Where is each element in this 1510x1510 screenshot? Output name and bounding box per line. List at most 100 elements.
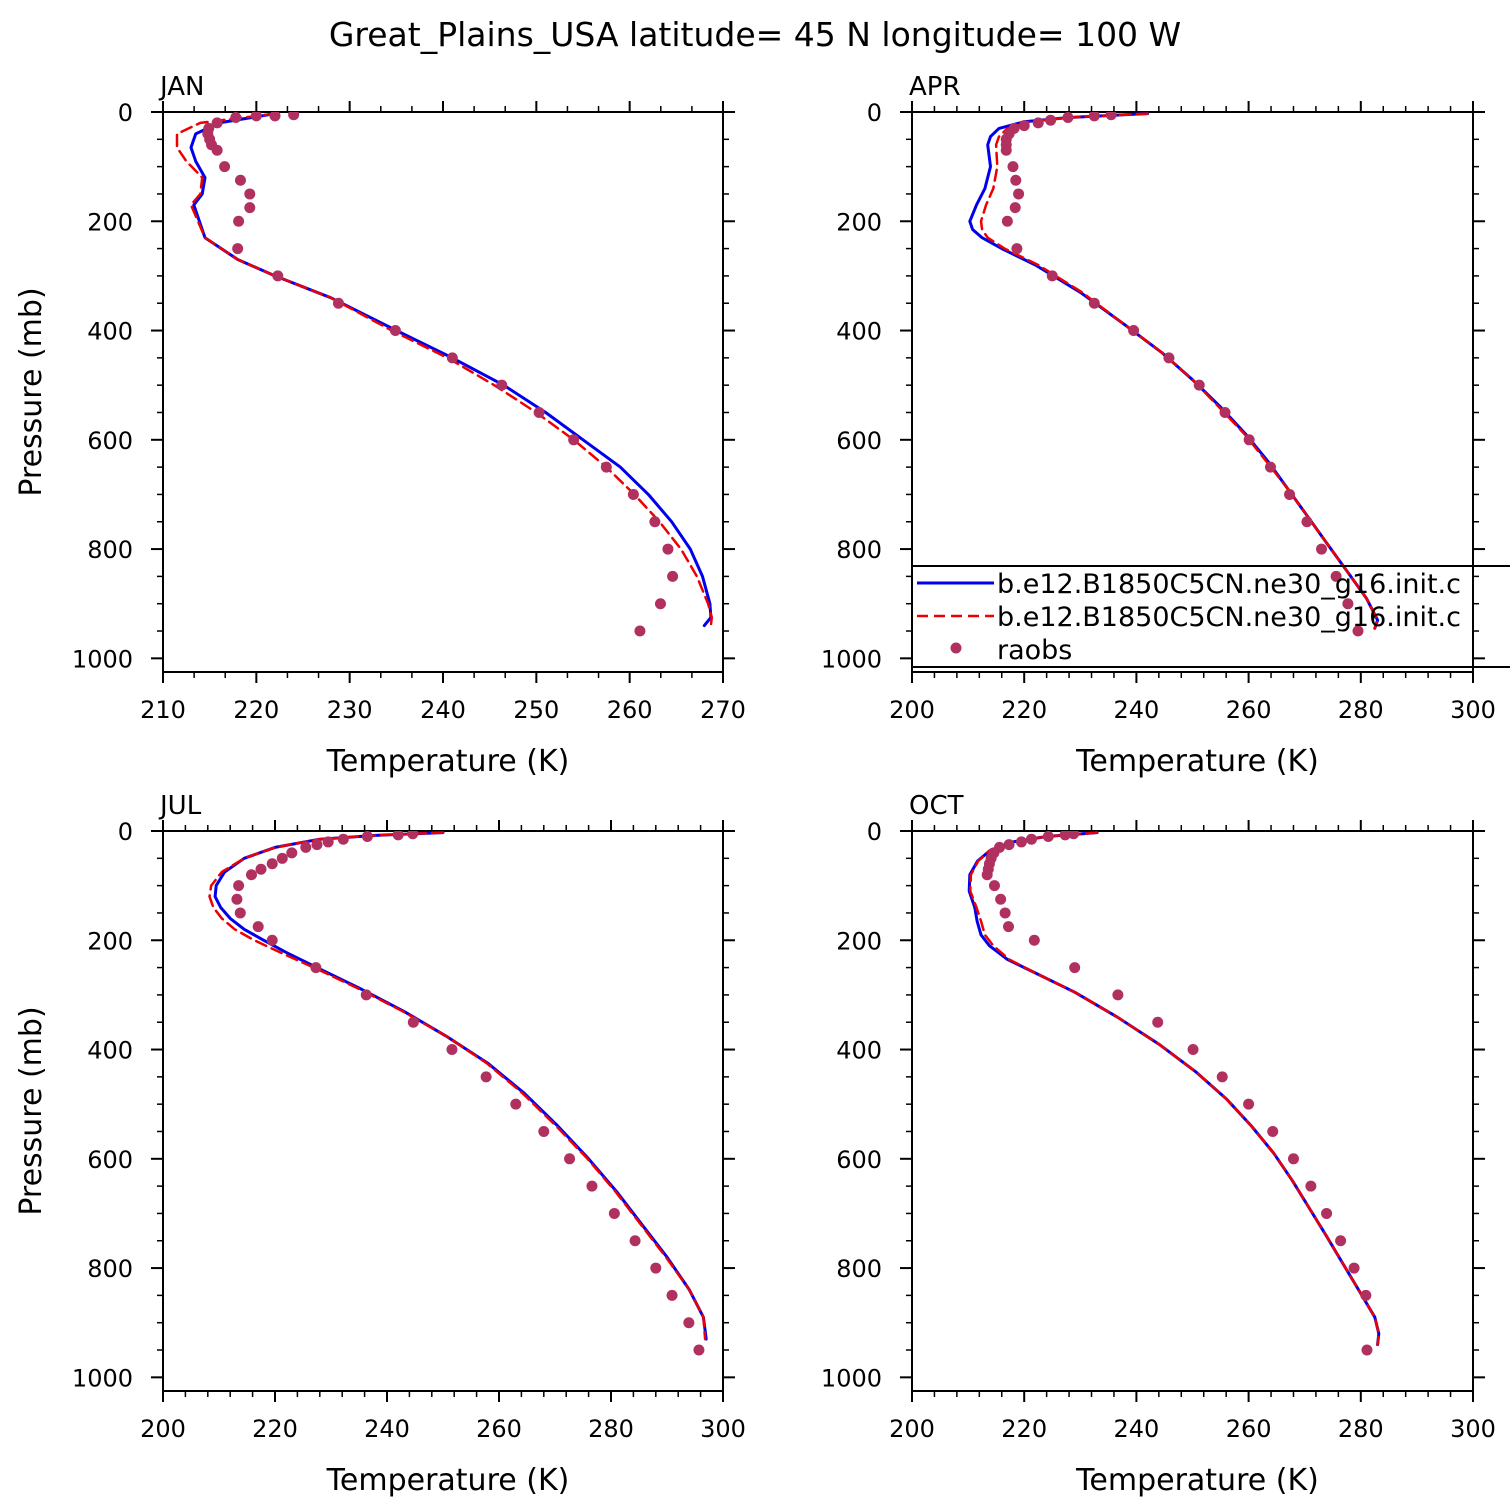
y-tick-label: 400 — [87, 1037, 133, 1065]
legend: b.e12.B1850C5CN.ne30_g16.init.cb.e12.B18… — [911, 565, 1510, 668]
x-tick-label: 200 — [889, 1415, 935, 1443]
raobs-point — [568, 434, 580, 446]
y-tick-label: 0 — [867, 818, 882, 846]
x-tick-label: 220 — [252, 1415, 298, 1443]
x-tick-label: 240 — [1113, 696, 1159, 724]
x-tick-label: 260 — [607, 696, 653, 724]
x-tick-label: 250 — [513, 696, 559, 724]
y-tick-label: 600 — [87, 427, 133, 455]
plot-area — [208, 831, 708, 1356]
raobs-point — [1352, 625, 1364, 637]
y-tick-label: 0 — [118, 818, 133, 846]
legend-label: b.e12.B1850C5CN.ne30_g16.init.c — [997, 569, 1461, 600]
x-tick-label: 240 — [1113, 1415, 1159, 1443]
y-tick-label: 200 — [836, 208, 882, 236]
raobs-point — [269, 112, 281, 122]
raobs-point — [446, 1044, 458, 1056]
raobs-point — [245, 869, 257, 881]
raobs-point — [1088, 112, 1100, 122]
raobs-point — [1305, 1180, 1317, 1192]
x-tick-label: 300 — [1450, 1415, 1496, 1443]
raobs-point — [1335, 1235, 1347, 1247]
plot-area — [967, 831, 1381, 1356]
raobs-point — [1062, 112, 1074, 123]
x-tick-label: 280 — [588, 1415, 634, 1443]
x-axis-label: Temperature (K) — [1075, 744, 1319, 779]
raobs-point — [244, 202, 256, 214]
x-tick-label: 260 — [476, 1415, 522, 1443]
raobs-point — [234, 907, 246, 919]
y-tick-label: 1000 — [72, 645, 133, 673]
raobs-point — [1013, 188, 1025, 200]
raobs-point — [1342, 598, 1354, 610]
raobs-point — [1243, 1098, 1255, 1110]
raobs-point — [1010, 174, 1022, 186]
y-tick-label: 200 — [836, 927, 882, 955]
raobs-point — [1128, 325, 1140, 337]
raobs-point — [496, 379, 508, 391]
raobs-point — [1187, 1044, 1199, 1056]
raobs-point — [1348, 1262, 1360, 1274]
x-tick-label: 230 — [327, 696, 373, 724]
raobs-point — [1219, 406, 1231, 418]
raobs-point — [608, 1207, 620, 1219]
raobs-point — [244, 188, 256, 200]
legend-marker — [950, 642, 962, 654]
raobs-point — [1193, 379, 1205, 391]
raobs-point — [1009, 202, 1021, 214]
raobs-point — [654, 598, 666, 610]
plot-frame — [911, 830, 1474, 1392]
y-tick-label: 200 — [87, 208, 133, 236]
raobs-point — [666, 1289, 678, 1301]
raobs-point — [538, 1125, 550, 1137]
raobs-point — [233, 215, 245, 227]
raobs-point — [332, 297, 344, 309]
raobs-point — [1069, 962, 1081, 974]
series-line-dashed — [969, 831, 1381, 1346]
series-line-dashed — [175, 112, 714, 627]
raobs-point — [1068, 831, 1080, 840]
raobs-point — [250, 112, 262, 122]
raobs-point — [337, 833, 349, 845]
raobs-point — [564, 1153, 576, 1165]
raobs-point — [230, 112, 242, 123]
raobs-point — [266, 934, 278, 946]
raobs-point — [360, 989, 372, 1001]
raobs-point — [1003, 839, 1015, 851]
raobs-point — [1015, 836, 1027, 848]
y-tick-label: 800 — [87, 1255, 133, 1283]
raobs-point — [300, 841, 312, 853]
x-tick-label: 220 — [1001, 696, 1047, 724]
plot-frame — [162, 830, 724, 1392]
raobs-point — [1088, 297, 1100, 309]
x-tick-label: 270 — [700, 696, 746, 724]
panel-jul: 200 220 240 260 280 300 0 200 400 600 800 1000 JUL Te… — [14, 791, 746, 1498]
raobs-point — [392, 831, 404, 841]
raobs-point — [1059, 831, 1071, 841]
raobs-point — [600, 461, 612, 473]
raobs-point — [272, 270, 284, 282]
plot-area — [968, 112, 1380, 637]
raobs-point — [211, 144, 223, 156]
raobs-point — [510, 1098, 522, 1110]
raobs-point — [1001, 215, 1013, 227]
panel-title: JAN — [158, 72, 204, 102]
raobs-point — [1028, 934, 1040, 946]
raobs-point — [407, 1016, 419, 1028]
panel-jan: 210 220 230 240 250 260 270 0 200 400 600 800 1000 JA… — [14, 72, 746, 779]
series-line-dashed — [208, 831, 707, 1341]
y-tick-label: 600 — [87, 1146, 133, 1174]
y-tick-label: 1000 — [821, 1364, 882, 1392]
raobs-point — [1007, 161, 1019, 173]
x-axis-label: Temperature (K) — [1075, 1463, 1319, 1498]
raobs-point — [1045, 114, 1057, 126]
series-line-solid — [967, 831, 1381, 1347]
y-tick-label: 600 — [836, 427, 882, 455]
figure-title: Great_Plains_USA latitude= 45 N longitud… — [329, 15, 1181, 54]
raobs-point — [683, 1317, 695, 1329]
raobs-point — [446, 352, 458, 364]
raobs-point — [533, 406, 545, 418]
raobs-point — [693, 1344, 705, 1356]
series-line-solid — [189, 112, 713, 628]
